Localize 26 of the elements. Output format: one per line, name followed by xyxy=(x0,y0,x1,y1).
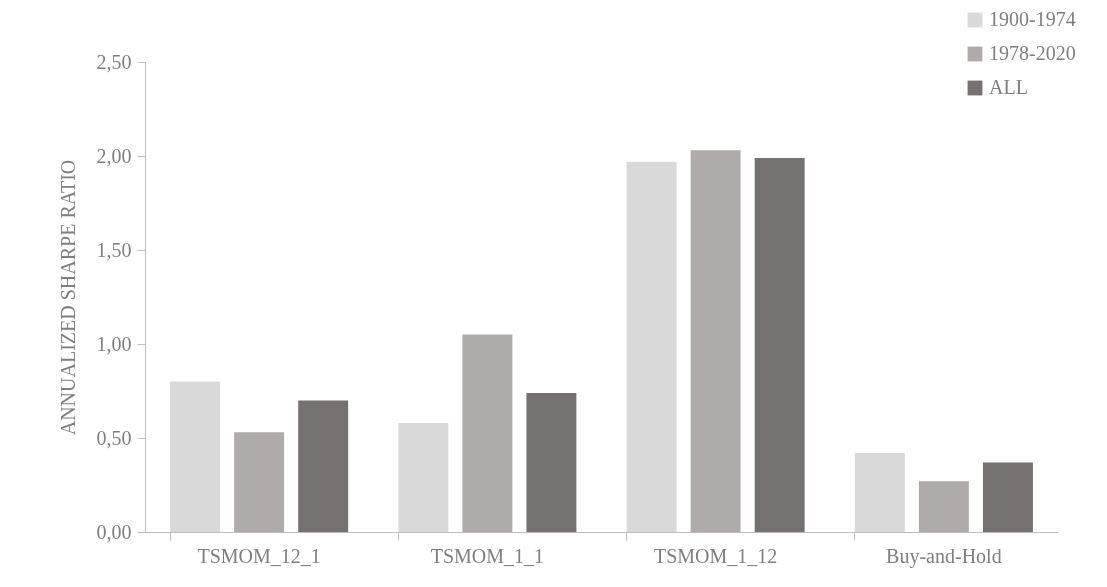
bar xyxy=(982,462,1033,532)
bar xyxy=(918,481,969,532)
bar xyxy=(526,392,577,532)
bar xyxy=(298,400,349,532)
bar xyxy=(626,161,677,532)
bar xyxy=(234,432,285,532)
x-tick-label: Buy-and-Hold xyxy=(886,544,1002,568)
bar xyxy=(398,422,449,532)
x-tick-label: TSMOM_12_1 xyxy=(197,544,321,567)
bar xyxy=(170,381,221,532)
y-tick-label: 0,00 xyxy=(96,520,132,543)
bar xyxy=(854,453,905,532)
y-tick-label: 0,50 xyxy=(96,426,132,449)
y-tick-label: 1,50 xyxy=(96,238,132,261)
x-tick-label: TSMOM_1_12 xyxy=(653,544,778,567)
legend-label: 1978-2020 xyxy=(989,42,1076,64)
bar xyxy=(462,334,513,532)
y-tick-label: 2,50 xyxy=(96,50,132,73)
y-axis-title: ANNUALIZED SHARPE RATIO xyxy=(56,159,79,436)
y-tick-label: 2,00 xyxy=(96,144,132,167)
legend-label: 1900-1974 xyxy=(989,8,1076,30)
x-tick-label: TSMOM_1_1 xyxy=(430,544,545,567)
bar xyxy=(690,150,741,532)
y-tick-label: 1,00 xyxy=(96,332,132,355)
legend-label: ALL xyxy=(989,76,1028,98)
bar xyxy=(754,157,805,532)
